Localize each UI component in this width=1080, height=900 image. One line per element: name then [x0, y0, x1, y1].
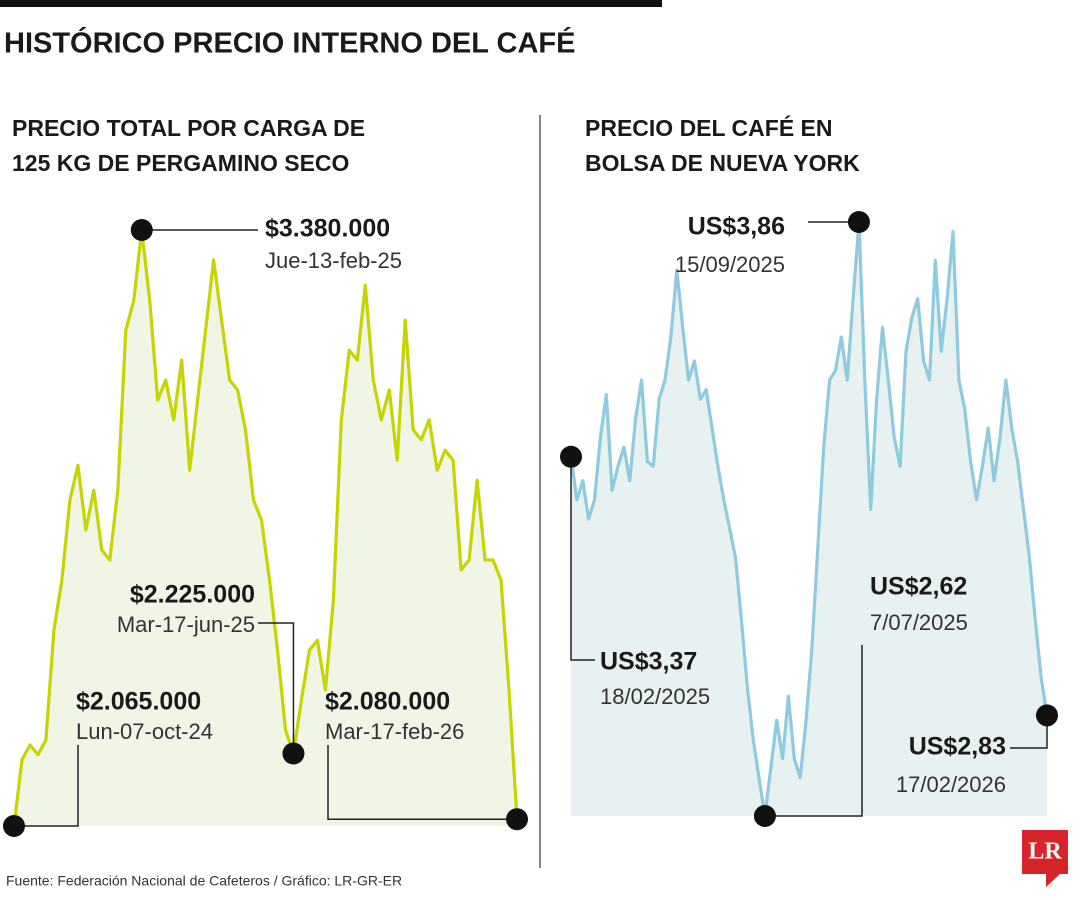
annotation-value: US$2,62	[870, 573, 967, 601]
annotation-marker	[847, 211, 870, 233]
annotation-date: Mar-17-feb-26	[325, 719, 464, 744]
annotation-date: 7/07/2025	[870, 610, 968, 635]
annotation-date: Jue-13-feb-25	[265, 248, 402, 273]
chart-title: BOLSA DE NUEVA YORK	[585, 150, 860, 176]
annotation-marker	[3, 815, 25, 837]
annotation-value: $2.080.000	[325, 688, 450, 716]
logo-text: LR	[1028, 839, 1062, 865]
leader-line	[570, 456, 595, 661]
logo-box	[1022, 830, 1068, 874]
annotation-marker	[560, 445, 582, 468]
annotation-value: $3.380.000	[265, 215, 390, 243]
annotation-date: Lun-07-oct-24	[76, 719, 213, 744]
area	[571, 222, 1047, 816]
line	[12, 228, 519, 827]
logo-tail	[1046, 874, 1060, 887]
annotation-marker	[1036, 704, 1058, 727]
leader-line	[14, 745, 79, 827]
source: Fuente: Federación Nacional de Cafeteros…	[6, 873, 402, 889]
logo: LR	[1022, 830, 1068, 887]
leader-line	[258, 622, 295, 754]
chart-title: PRECIO TOTAL POR CARGA DE	[12, 115, 365, 141]
annotation-marker	[282, 742, 305, 765]
annotation-date: Mar-17-jun-25	[117, 612, 255, 637]
line	[569, 220, 1049, 818]
annotation-value: $2.065.000	[76, 688, 201, 716]
annotation-marker	[753, 805, 776, 827]
annotation-value: US$3,86	[688, 213, 785, 241]
annotation-date: 15/09/2025	[675, 252, 785, 277]
leader-line	[327, 745, 517, 820]
chart-title: 125 KG DE PERGAMINO SECO	[12, 150, 349, 176]
annotation-marker	[130, 219, 153, 241]
annotation-date: 18/02/2025	[600, 684, 710, 709]
annotation-value: US$2,83	[909, 733, 1006, 761]
chart-title: PRECIO DEL CAFÉ EN	[585, 114, 833, 141]
area	[14, 230, 517, 826]
top-bar	[0, 0, 662, 7]
annotation-date: 17/02/2026	[896, 772, 1006, 797]
title: HISTÓRICO PRECIO INTERNO DEL CAFÉ	[4, 26, 575, 60]
annotation-value: $2.225.000	[130, 581, 255, 609]
leader-line	[764, 645, 863, 817]
annotation-marker	[506, 808, 528, 831]
annotation-value: US$3,37	[600, 648, 697, 676]
